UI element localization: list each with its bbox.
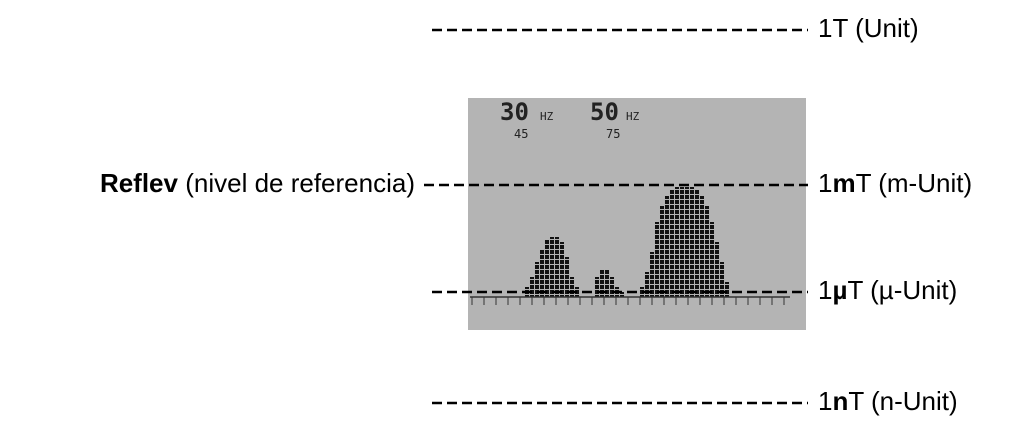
- marker-value: 45: [514, 127, 528, 141]
- spectrum-column: [650, 252, 655, 297]
- level-label: 1T (Unit): [818, 13, 919, 43]
- level-label: 1nT (n-Unit): [818, 386, 958, 416]
- marker-unit: HZ: [626, 110, 640, 123]
- spectrum-column: [695, 190, 700, 297]
- spectrum-column: [670, 190, 675, 297]
- level-prefix: m: [832, 168, 855, 198]
- spectrum-column: [560, 242, 565, 297]
- reference-label: Reflev (nivel de referencia): [100, 168, 415, 198]
- level-prefix: n: [832, 386, 848, 416]
- marker-frequency: 50: [590, 98, 619, 126]
- spectrum-column: [545, 240, 550, 297]
- spectrum-column: [665, 196, 670, 297]
- level-unit: T (µ-Unit): [847, 275, 957, 305]
- spectrum-column: [530, 277, 535, 297]
- reference-name: Reflev: [100, 168, 179, 198]
- marker-value: 75: [606, 127, 620, 141]
- level-unit: T (n-Unit): [848, 386, 957, 416]
- lcd-screen: 30 HZ 45 50 HZ 75: [468, 98, 806, 330]
- spectrum-column: [540, 250, 545, 297]
- spectrum-column: [700, 196, 705, 297]
- level-unit: T (m-Unit): [856, 168, 973, 198]
- spectrum-column: [675, 187, 680, 297]
- spectrum-column: [570, 277, 575, 297]
- spectrum-column: [715, 242, 720, 297]
- spectrum-column: [705, 206, 710, 297]
- spectrum-column: [655, 222, 660, 297]
- spectrum-column: [610, 277, 615, 297]
- spectrum-column: [685, 187, 690, 297]
- spectrum-column: [725, 282, 730, 297]
- level-number: 1: [818, 386, 832, 416]
- spectrum-column: [710, 222, 715, 297]
- spectrum-column: [680, 187, 685, 297]
- diagram: 30 HZ 45 50 HZ 75 1T (Unit) 1mT (m-Unit)…: [0, 0, 1034, 446]
- spectrum-column: [660, 206, 665, 297]
- level-prefix: µ: [832, 275, 847, 305]
- level-number: 1: [818, 275, 832, 305]
- level-label: 1µT (µ-Unit): [818, 275, 957, 305]
- marker-unit: HZ: [540, 110, 554, 123]
- level-label: 1mT (m-Unit): [818, 168, 972, 198]
- level-number: 1: [818, 168, 832, 198]
- spectrum-column: [550, 237, 555, 297]
- spectrum-column: [555, 237, 560, 297]
- reference-description: (nivel de referencia): [185, 168, 415, 198]
- spectrum-column: [690, 187, 695, 297]
- marker-frequency: 30: [500, 98, 529, 126]
- spectrum-column: [595, 277, 600, 297]
